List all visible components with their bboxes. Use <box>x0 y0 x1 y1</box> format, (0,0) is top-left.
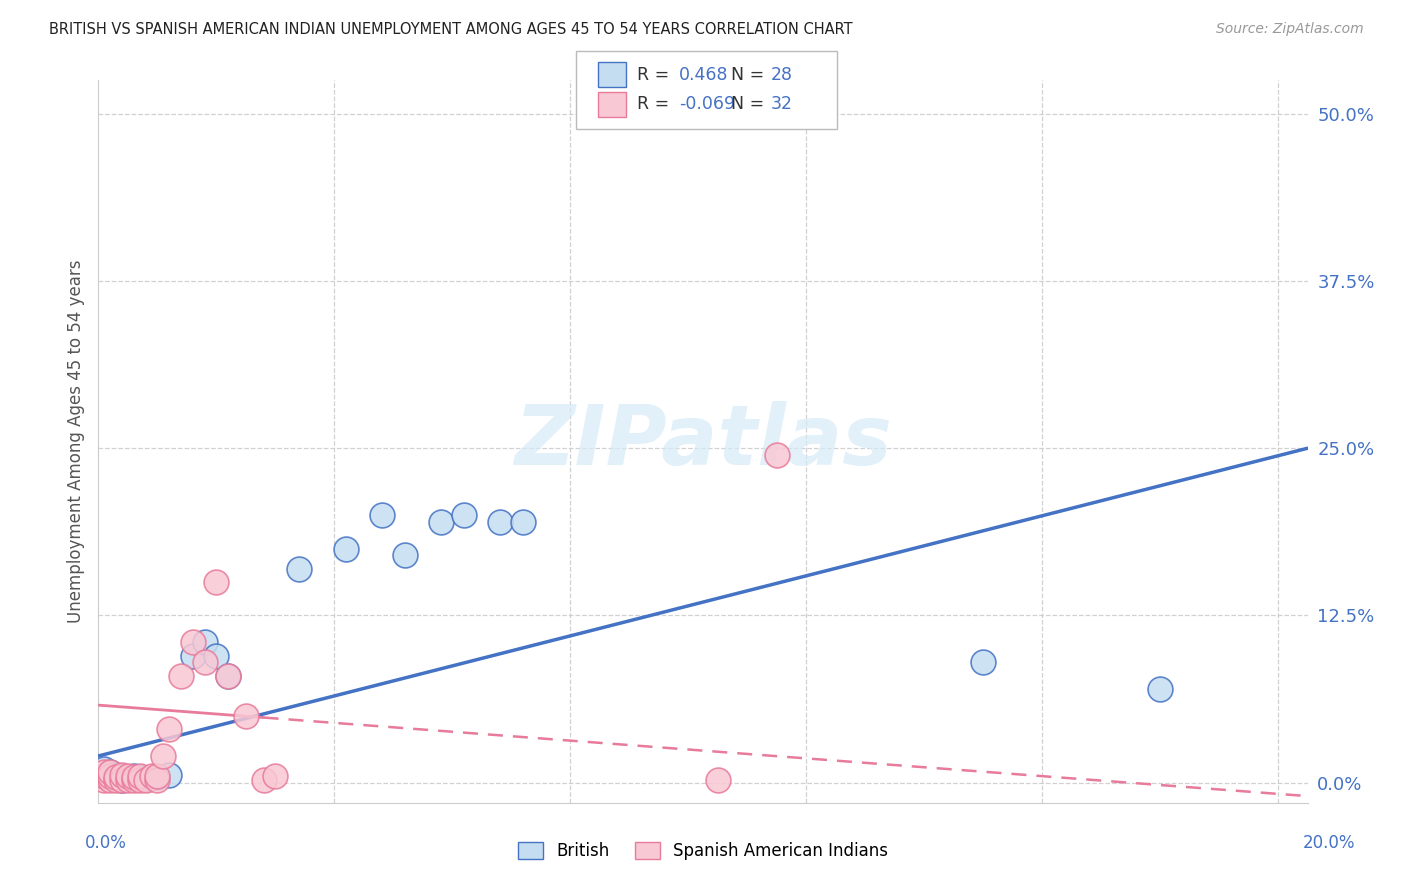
Point <box>488 515 510 529</box>
Text: 0.468: 0.468 <box>679 66 728 84</box>
Point <box>252 772 274 788</box>
Point <box>111 772 134 788</box>
Point <box>93 765 115 780</box>
Point <box>135 772 157 786</box>
Point <box>157 767 180 781</box>
Point <box>98 772 121 788</box>
Point <box>98 765 121 780</box>
Point <box>205 648 228 663</box>
Point <box>512 515 534 529</box>
Y-axis label: Unemployment Among Ages 45 to 54 years: Unemployment Among Ages 45 to 54 years <box>66 260 84 624</box>
Legend: British, Spanish American Indians: British, Spanish American Indians <box>512 835 894 867</box>
Point <box>217 669 239 683</box>
Point <box>122 769 145 783</box>
Point <box>453 508 475 523</box>
Point <box>122 772 145 788</box>
Text: BRITISH VS SPANISH AMERICAN INDIAN UNEMPLOYMENT AMONG AGES 45 TO 54 YEARS CORREL: BRITISH VS SPANISH AMERICAN INDIAN UNEMP… <box>49 22 853 37</box>
Point <box>181 635 204 649</box>
Point <box>429 515 451 529</box>
Point <box>111 772 134 788</box>
Point <box>288 562 311 576</box>
Point <box>105 772 128 786</box>
Point <box>1149 681 1171 696</box>
Text: N =: N = <box>731 95 770 113</box>
Text: R =: R = <box>637 66 675 84</box>
Point <box>765 448 787 462</box>
Text: 32: 32 <box>770 95 793 113</box>
Point <box>205 575 228 590</box>
Text: Source: ZipAtlas.com: Source: ZipAtlas.com <box>1216 22 1364 37</box>
Point <box>394 548 416 563</box>
Point <box>146 772 169 788</box>
Point <box>111 771 134 785</box>
Point <box>93 769 115 783</box>
Point <box>217 669 239 683</box>
Point <box>235 708 257 723</box>
Text: R =: R = <box>637 95 675 113</box>
Point <box>117 772 139 788</box>
Point <box>122 771 145 785</box>
Point <box>128 769 150 783</box>
Point <box>128 771 150 785</box>
Point <box>117 769 139 783</box>
Point <box>135 772 157 788</box>
Point <box>105 771 128 785</box>
Point <box>972 655 994 669</box>
Point <box>141 769 163 783</box>
Text: -0.069: -0.069 <box>679 95 735 113</box>
Point <box>105 772 128 788</box>
Point <box>105 767 128 781</box>
Point <box>98 769 121 783</box>
Point <box>98 769 121 783</box>
Point <box>181 648 204 663</box>
Point <box>335 541 357 556</box>
Text: 28: 28 <box>770 66 793 84</box>
Point <box>706 772 728 788</box>
Point <box>117 772 139 786</box>
Point <box>93 762 115 776</box>
Point <box>194 635 217 649</box>
Text: ZIPatlas: ZIPatlas <box>515 401 891 482</box>
Text: N =: N = <box>731 66 770 84</box>
Point <box>146 769 169 783</box>
Point <box>370 508 392 523</box>
Point <box>157 723 180 737</box>
Point <box>98 765 121 780</box>
Point <box>194 655 217 669</box>
Point <box>128 772 150 788</box>
Point <box>93 769 115 783</box>
Text: 0.0%: 0.0% <box>84 834 127 852</box>
Point <box>264 769 287 783</box>
Point <box>146 771 169 785</box>
Point <box>111 767 134 781</box>
Text: 20.0%: 20.0% <box>1302 834 1355 852</box>
Point <box>152 749 174 764</box>
Point <box>93 772 115 788</box>
Point <box>170 669 193 683</box>
